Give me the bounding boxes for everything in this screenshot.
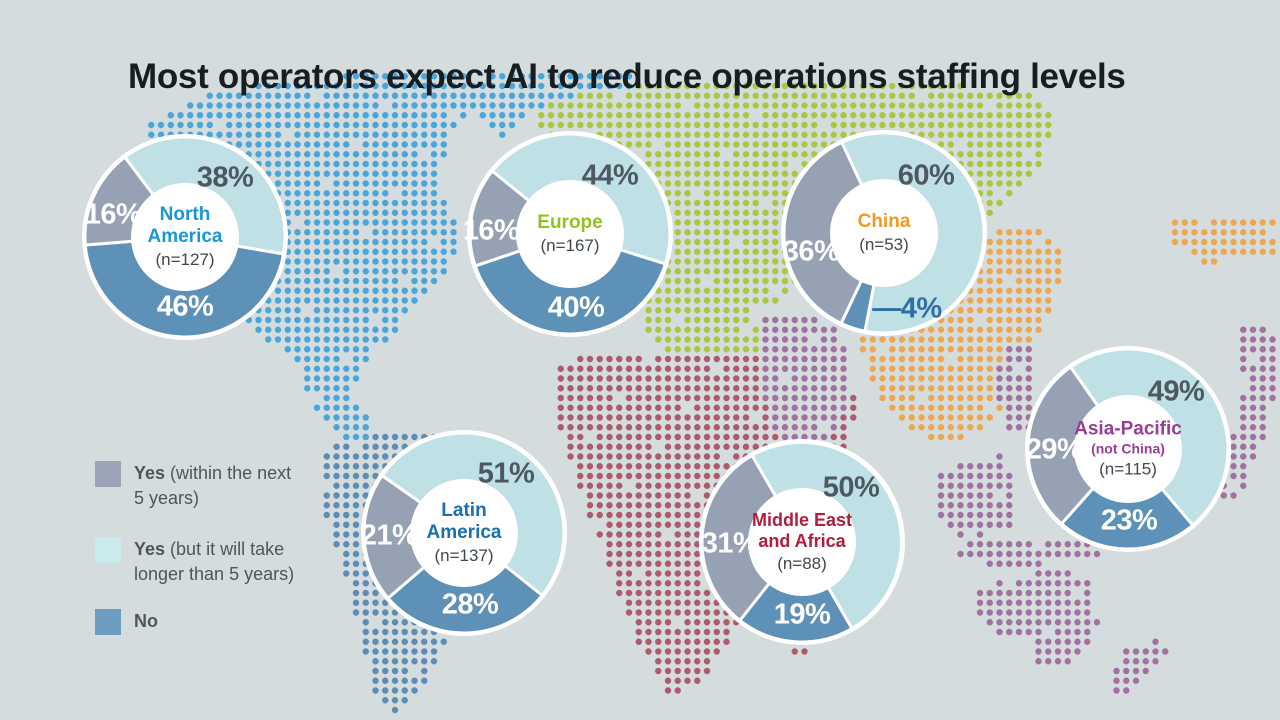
pct-label-no: 28% [441,588,499,621]
pct-label-yes-within: 29% [1025,433,1083,466]
pct-label-no: 40% [547,291,605,324]
donut-middle-east-africa: Middle East and Africa (n=88) 50% 31% 19… [662,402,942,682]
region-sample-size: (n=137) [434,546,494,565]
donut-center: North America (n=127) [129,204,241,270]
legend-swatch-yes-within [95,461,121,487]
legend-item-yes-longer: Yes (but it will take longer than 5 year… [95,537,325,587]
donut-arcs [781,130,987,336]
pct-label-yes-within: 16% [462,214,520,247]
legend-swatch-no [95,609,121,635]
donut-arcs [361,430,567,636]
pct-label-no: 19% [773,598,831,631]
region-sample-size: (n=88) [777,554,827,573]
donut-arcs [699,439,905,645]
pct-label-yes-longer: 44% [581,159,639,192]
region-name: Latin America [426,500,502,543]
pct-label-yes-within: 16% [84,198,142,231]
region-name: China [857,211,911,232]
legend-label: No [134,611,158,631]
pct-label-yes-longer: 60% [897,159,955,192]
donut-center: Latin America (n=137) [408,500,520,566]
donut-arcs [1025,346,1231,552]
pct-label-yes-within: 31% [701,527,759,560]
legend-item-no: No [95,609,325,635]
region-sample-size: (n=167) [540,236,600,255]
region-name: Europe [537,212,603,233]
donut-north-america: North America (n=127) 38% 16% 46% [45,97,325,377]
legend-label: Yes (but it will take longer than 5 year… [134,539,295,584]
donut-arcs [82,134,288,340]
donut-center: Asia-Pacific (not China) (n=115) [1072,419,1184,480]
donut-center: China (n=53) [828,211,940,255]
page-title: Most operators expect AI to reduce opera… [128,57,1126,97]
donut-center: Europe (n=167) [514,212,626,256]
legend-label: Yes (within the next 5 years) [134,463,292,508]
region-sample-size: (n=115) [1099,459,1157,479]
pct-label-no: 46% [156,290,214,323]
pct-label-yes-longer: 50% [822,471,880,504]
legend: Yes (within the next 5 years) Yes (but i… [95,461,325,635]
region-sample-size: (n=127) [155,250,215,269]
region-name: Asia-Pacific (not China) [1074,418,1182,457]
pct-label-no: 23% [1100,504,1158,537]
donut-asia-pacific: Asia-Pacific (not China) (n=115) 49% 29%… [988,309,1268,589]
legend-swatch-yes-longer [95,537,121,563]
donut-latin-america: Latin America (n=137) 51% 21% 28% [324,393,604,673]
region-name: North America [147,204,223,247]
donut-europe: Europe (n=167) 44% 16% 40% [430,94,710,374]
legend-item-yes-within: Yes (within the next 5 years) [95,461,325,511]
pct-label-yes-longer: 49% [1147,375,1205,408]
donut-arcs [467,131,673,337]
region-name: Middle East and Africa [751,510,853,551]
donut-center: Middle East and Africa (n=88) [746,510,858,574]
pct-label-yes-longer: 38% [196,161,254,194]
donut-china: China (n=53) 60% 36% —4% [744,93,1024,373]
pct-label-yes-longer: 51% [477,457,535,490]
pct-label-no: —4% [872,292,942,325]
pct-label-yes-within: 21% [360,519,418,552]
pct-label-yes-within: 36% [782,235,840,268]
region-sample-size: (n=53) [859,235,909,254]
